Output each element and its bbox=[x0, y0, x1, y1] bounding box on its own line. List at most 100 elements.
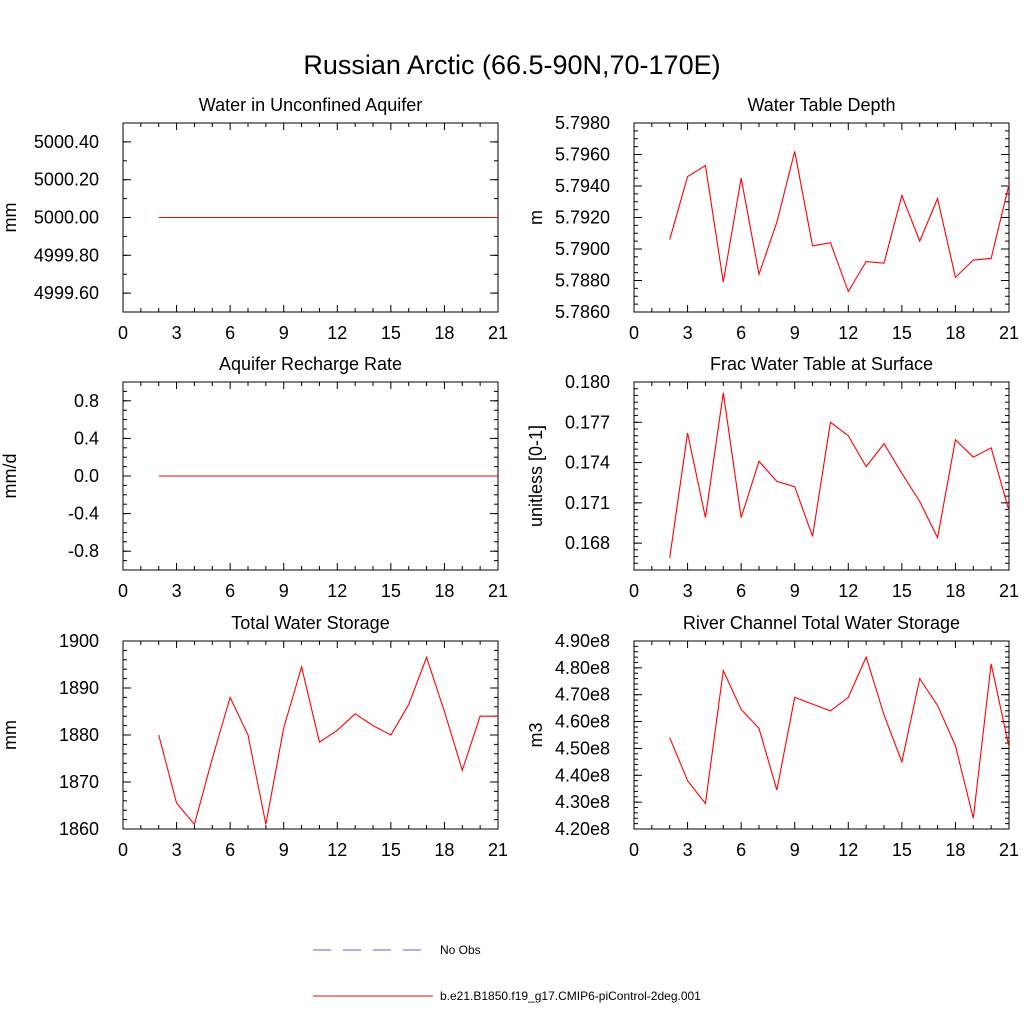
panel-river-channel-total-water-storage: River Channel Total Water Storage m3 0 3 6 9 1… bbox=[526, 613, 1019, 860]
x-tick-label: 15 bbox=[892, 323, 912, 343]
x-tick-label: 9 bbox=[790, 581, 800, 601]
y-tick-label: 0.168 bbox=[565, 533, 610, 553]
series-line bbox=[158, 655, 498, 826]
x-tick-label: 3 bbox=[172, 323, 182, 343]
y-tick-label: 4.90e8 bbox=[555, 631, 610, 651]
y-tick-label: 5.7860 bbox=[555, 302, 610, 322]
x-tick-label: 3 bbox=[683, 323, 693, 343]
y-tick-label: 4.20e8 bbox=[555, 819, 610, 839]
series-line bbox=[669, 151, 1009, 293]
panel-title: Water Table Depth bbox=[747, 95, 895, 115]
y-tick-label: 5.7880 bbox=[555, 271, 610, 291]
panel-aquifer-recharge-rate: Aquifer Recharge Rate mm/d 0 3 6 9 12 15 18 21 -0.… bbox=[0, 354, 508, 601]
x-tick-label: 15 bbox=[381, 581, 401, 601]
x-tick-label: 3 bbox=[172, 840, 182, 860]
x-tick-label: 21 bbox=[999, 581, 1019, 601]
x-tick-label: 12 bbox=[838, 840, 858, 860]
x-tick-label: 18 bbox=[945, 581, 965, 601]
x-tick-label: 0 bbox=[118, 581, 128, 601]
panel-water-table-depth: Water Table Depth m 0 3 6 9 12 15 18 21 5.7860 5.78… bbox=[526, 95, 1019, 343]
y-tick-label: 1890 bbox=[59, 678, 99, 698]
figure-title: Russian Arctic (66.5-90N,70-170E) bbox=[303, 50, 720, 80]
y-axis-label: mm bbox=[0, 203, 20, 233]
y-tick-label: 1870 bbox=[59, 772, 99, 792]
x-tick-label: 6 bbox=[736, 323, 746, 343]
panel-title: Water in Unconfined Aquifer bbox=[199, 95, 422, 115]
y-tick-label: 5.7940 bbox=[555, 176, 610, 196]
y-tick-label: 0.174 bbox=[565, 453, 610, 473]
legend-label-model: b.e21.B1850.f19_g17.CMIP6-piControl-2deg… bbox=[440, 989, 701, 1003]
y-tick-label: 0.4 bbox=[74, 428, 99, 448]
x-tick-label: 9 bbox=[279, 840, 289, 860]
y-axis-label: mm/d bbox=[0, 454, 20, 499]
x-tick-label: 18 bbox=[434, 323, 454, 343]
x-tick-label: 9 bbox=[790, 323, 800, 343]
x-tick-label: 18 bbox=[945, 323, 965, 343]
x-tick-label: 18 bbox=[945, 840, 965, 860]
y-tick-label: 4999.60 bbox=[34, 283, 99, 303]
y-tick-label: 5.7960 bbox=[555, 145, 610, 165]
y-tick-label: 4999.80 bbox=[34, 245, 99, 265]
x-tick-label: 6 bbox=[225, 323, 235, 343]
y-tick-label: 0.8 bbox=[74, 391, 99, 411]
x-tick-label: 12 bbox=[327, 581, 347, 601]
series-line bbox=[669, 392, 1009, 558]
y-axis-label: m3 bbox=[526, 722, 546, 747]
x-tick-label: 21 bbox=[488, 840, 508, 860]
y-tick-label: 5.7980 bbox=[555, 113, 610, 133]
y-tick-label: 5.7900 bbox=[555, 239, 610, 259]
legend-label-no-obs: No Obs bbox=[440, 943, 481, 957]
x-tick-label: 15 bbox=[381, 323, 401, 343]
legend: No Obs b.e21.B1850.f19_g17.CMIP6-piContr… bbox=[313, 943, 701, 1003]
y-tick-label: 4.40e8 bbox=[555, 765, 610, 785]
x-tick-label: 3 bbox=[683, 581, 693, 601]
x-tick-label: 18 bbox=[434, 581, 454, 601]
y-axis-label: m bbox=[526, 210, 546, 225]
y-axis-label: mm bbox=[0, 720, 20, 750]
x-tick-label: 21 bbox=[488, 581, 508, 601]
x-tick-label: 12 bbox=[327, 323, 347, 343]
x-tick-label: 6 bbox=[736, 581, 746, 601]
x-tick-label: 0 bbox=[118, 840, 128, 860]
panel-total-water-storage: Total Water Storage mm 0 3 6 9 12 15 18 21 1860 187… bbox=[0, 613, 508, 860]
y-tick-label: -0.4 bbox=[68, 504, 99, 524]
y-tick-label: 1880 bbox=[59, 725, 99, 745]
x-tick-label: 12 bbox=[838, 581, 858, 601]
x-tick-label: 9 bbox=[279, 323, 289, 343]
y-tick-label: 5000.20 bbox=[34, 170, 99, 190]
panel-water-in-unconfined-aquifer: Water in Unconfined Aquifer mm 0 3 6 9 12 15 18 2… bbox=[0, 95, 508, 343]
x-tick-label: 21 bbox=[999, 323, 1019, 343]
x-tick-label: 15 bbox=[892, 840, 912, 860]
x-tick-label: 0 bbox=[118, 323, 128, 343]
x-tick-label: 0 bbox=[629, 840, 639, 860]
y-tick-label: 4.70e8 bbox=[555, 685, 610, 705]
y-axis-label: unitless [0-1] bbox=[526, 425, 546, 527]
series-line bbox=[669, 655, 1009, 819]
x-tick-label: 15 bbox=[892, 581, 912, 601]
x-tick-label: 3 bbox=[683, 840, 693, 860]
x-tick-label: 6 bbox=[225, 581, 235, 601]
x-tick-label: 6 bbox=[736, 840, 746, 860]
panels: Water in Unconfined Aquifer mm 0 3 6 9 12 15 18 2… bbox=[0, 95, 1019, 860]
x-tick-label: 6 bbox=[225, 840, 235, 860]
panel-title: River Channel Total Water Storage bbox=[683, 613, 960, 633]
panel-frac-water-table-at-surface: Frac Water Table at Surface unitless [0-1… bbox=[526, 354, 1019, 601]
y-tick-label: 1860 bbox=[59, 819, 99, 839]
x-tick-label: 12 bbox=[327, 840, 347, 860]
x-tick-label: 3 bbox=[172, 581, 182, 601]
y-tick-label: 5000.40 bbox=[34, 132, 99, 152]
x-tick-label: 0 bbox=[629, 323, 639, 343]
y-tick-label: 4.30e8 bbox=[555, 792, 610, 812]
y-tick-label: 4.50e8 bbox=[555, 738, 610, 758]
x-tick-label: 21 bbox=[488, 323, 508, 343]
x-tick-label: 9 bbox=[790, 840, 800, 860]
y-tick-label: 5.7920 bbox=[555, 208, 610, 228]
x-tick-label: 12 bbox=[838, 323, 858, 343]
y-tick-label: 1900 bbox=[59, 631, 99, 651]
y-tick-label: 5000.00 bbox=[34, 208, 99, 228]
y-tick-label: 0.0 bbox=[74, 466, 99, 486]
x-tick-label: 18 bbox=[434, 840, 454, 860]
y-tick-label: -0.8 bbox=[68, 541, 99, 561]
panel-title: Frac Water Table at Surface bbox=[710, 354, 933, 374]
